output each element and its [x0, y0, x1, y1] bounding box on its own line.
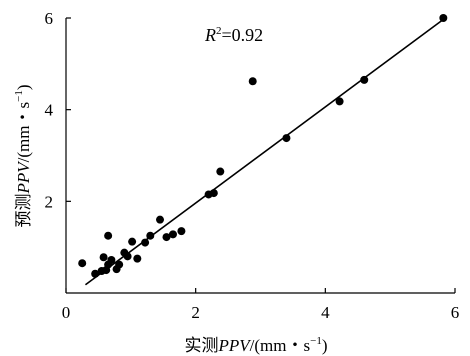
data-point [248, 77, 257, 86]
x-tick-label: 2 [191, 303, 200, 322]
data-points [78, 14, 448, 278]
regression-line [84, 17, 446, 286]
data-point [360, 75, 369, 84]
y-axis-title: 预测PPV/(mm・s−1) [13, 85, 33, 228]
data-point [209, 189, 218, 198]
r-squared-annotation: R2=0.92 [204, 25, 263, 45]
data-point [115, 260, 124, 269]
x-ticks: 0 2 4 6 [62, 288, 460, 322]
data-point [439, 14, 448, 22]
data-point [146, 231, 155, 240]
x-tick-label: 0 [62, 303, 71, 322]
data-point [156, 215, 165, 224]
data-point [99, 253, 108, 262]
data-point [78, 259, 87, 268]
data-point [128, 237, 137, 246]
y-tick-label: 4 [45, 101, 54, 120]
x-tick-label: 4 [321, 303, 330, 322]
data-point [123, 252, 132, 261]
data-point [216, 167, 225, 176]
data-point [168, 230, 177, 239]
data-point [335, 97, 344, 106]
x-tick-label: 6 [451, 303, 460, 322]
data-point [177, 227, 186, 236]
data-point [104, 231, 113, 240]
data-point [107, 256, 116, 264]
y-ticks: 2 4 6 [45, 9, 71, 211]
data-point [91, 269, 100, 278]
data-point [282, 134, 291, 143]
data-point [133, 254, 142, 263]
data-point [162, 233, 171, 242]
plot-area: 0 2 4 6 2 4 6 [45, 9, 460, 322]
y-tick-label: 6 [45, 9, 54, 28]
y-tick-label: 2 [45, 192, 54, 211]
x-axis-title: 实测PPV/(mm・s−1) [185, 335, 328, 355]
data-point [141, 238, 150, 247]
